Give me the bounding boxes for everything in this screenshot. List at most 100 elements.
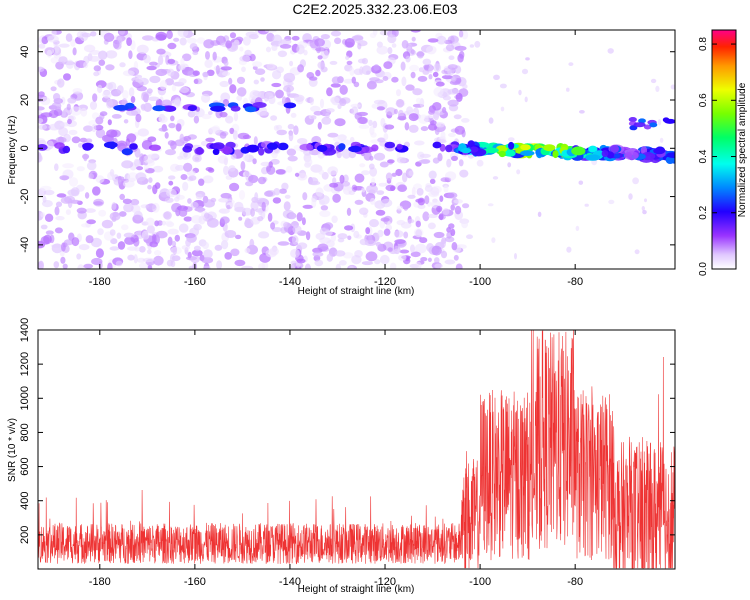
spectrogram-blob bbox=[610, 144, 619, 153]
spectrogram-blob bbox=[391, 76, 399, 83]
spectrogram-blob bbox=[516, 169, 521, 175]
spectrogram-blob bbox=[304, 157, 313, 167]
spectrogram-blob bbox=[229, 84, 237, 94]
spectrogram-blob bbox=[315, 187, 324, 197]
spectrogram-blob bbox=[357, 116, 368, 124]
x-tick-label: -80 bbox=[567, 276, 583, 288]
spectrogram-blob bbox=[133, 254, 138, 264]
spectrogram-blob bbox=[443, 185, 449, 193]
spectrogram-blob bbox=[55, 216, 65, 221]
spectrogram-blob bbox=[349, 265, 354, 269]
spectrogram-blob bbox=[122, 70, 135, 77]
spectrogram-blob bbox=[198, 178, 205, 186]
spectrogram-blob bbox=[165, 149, 176, 156]
spectrogram-blob bbox=[419, 237, 428, 244]
spectrogram-blob bbox=[143, 154, 155, 164]
spectrogram-blob bbox=[103, 32, 115, 43]
spectrogram-blob bbox=[279, 44, 292, 49]
spectrogram-blob bbox=[431, 245, 442, 256]
snr-x-label: Height of straight line (km) bbox=[298, 584, 415, 595]
spectrogram-blob bbox=[361, 187, 366, 193]
spectrogram-blob bbox=[165, 220, 173, 226]
spectrogram-blob bbox=[84, 192, 90, 199]
spectrogram-blob bbox=[291, 35, 300, 41]
spectrogram-blob bbox=[152, 105, 166, 112]
spectrogram-blob bbox=[423, 64, 430, 70]
spectrogram-blob bbox=[447, 64, 458, 70]
spectrogram-blob bbox=[606, 151, 615, 159]
spectrogram-blob bbox=[229, 182, 240, 192]
spectrogram-blob bbox=[433, 63, 442, 73]
spectrogram-blob bbox=[71, 136, 81, 144]
spectrogram-blob bbox=[329, 60, 338, 65]
spectrogram-blob bbox=[126, 133, 137, 143]
x-tick-label: -180 bbox=[89, 576, 111, 588]
y-tick-label: 200 bbox=[19, 526, 31, 544]
spectrogram-blob bbox=[205, 51, 210, 60]
spectrogram-blob bbox=[177, 155, 184, 160]
spectrogram-blob bbox=[170, 140, 177, 150]
spectrogram-blob bbox=[123, 232, 135, 238]
spectrogram-blob bbox=[246, 144, 260, 153]
spectrogram-blob bbox=[319, 200, 326, 206]
spectrogram-blob bbox=[375, 241, 382, 247]
spectrogram-blob bbox=[225, 115, 234, 124]
spectrogram-blob bbox=[377, 229, 384, 238]
spectrogram-blob bbox=[433, 231, 445, 239]
spectrogram-blob bbox=[135, 77, 145, 83]
spectrogram-blob bbox=[229, 127, 235, 135]
spectrogram-blob bbox=[260, 111, 270, 116]
spectrogram-blob bbox=[173, 37, 180, 42]
spectrogram-blob bbox=[368, 163, 375, 170]
spectrogram-blob bbox=[167, 58, 176, 65]
spectrogram-blob bbox=[245, 217, 251, 225]
spectrogram-blob bbox=[331, 76, 341, 84]
spectrogram-blob bbox=[287, 155, 298, 162]
spectrogram-blob bbox=[40, 96, 51, 106]
spectrogram-blob bbox=[220, 216, 230, 224]
spectrogram-blob bbox=[288, 131, 294, 142]
spectrogram-blob bbox=[329, 182, 339, 188]
spectrogram-blob bbox=[371, 177, 376, 186]
spectrogram-blob bbox=[83, 263, 93, 269]
spectrogram-blob bbox=[80, 107, 88, 117]
spectrogram-x-ticks: -180 -160 -140 -120 -100 -80 bbox=[89, 30, 583, 288]
spectrogram-blob bbox=[271, 82, 282, 88]
spectrogram-blob bbox=[220, 66, 232, 71]
spectrogram-blob bbox=[252, 91, 262, 96]
spectrogram-blob bbox=[461, 30, 469, 40]
spectrogram-blob bbox=[439, 195, 444, 202]
spectrogram-blob bbox=[292, 225, 302, 234]
spectrogram-blob bbox=[175, 123, 182, 132]
spectrogram-blob bbox=[54, 163, 59, 171]
spectrogram-blob bbox=[309, 76, 318, 81]
spectrogram-blob bbox=[417, 197, 426, 206]
spectrogram-blob bbox=[170, 115, 175, 122]
spectrogram-blob bbox=[376, 190, 385, 196]
spectrogram-blob bbox=[379, 161, 389, 168]
spectrogram-blob bbox=[346, 207, 352, 216]
spectrogram-blob bbox=[397, 116, 407, 121]
spectrogram-x-label: Height of straight line (km) bbox=[298, 286, 415, 297]
spectrogram-blob bbox=[48, 123, 61, 131]
spectrogram-blob bbox=[122, 90, 129, 100]
spectrogram-blob bbox=[351, 255, 362, 265]
spectrogram-blob bbox=[90, 237, 102, 248]
spectrogram-blob bbox=[326, 253, 333, 262]
spectrogram-blob bbox=[453, 254, 459, 261]
spectrogram-blob bbox=[81, 223, 90, 228]
spectrogram-blob bbox=[236, 76, 246, 85]
spectrogram-blob bbox=[401, 40, 409, 49]
spectrogram-blob bbox=[417, 75, 428, 82]
spectrogram-blob bbox=[182, 145, 192, 153]
spectrogram-blob bbox=[578, 180, 584, 185]
spectrogram-blob bbox=[438, 213, 444, 221]
spectrogram-blob bbox=[317, 243, 329, 252]
spectrogram-blob bbox=[372, 120, 378, 129]
spectrogram-blob bbox=[38, 260, 44, 269]
spectrogram-blob bbox=[305, 231, 311, 241]
spectrogram-blob bbox=[297, 138, 308, 145]
spectrogram-blob bbox=[121, 160, 134, 169]
spectrogram-blob bbox=[650, 78, 657, 84]
spectrogram-blob bbox=[476, 159, 484, 167]
